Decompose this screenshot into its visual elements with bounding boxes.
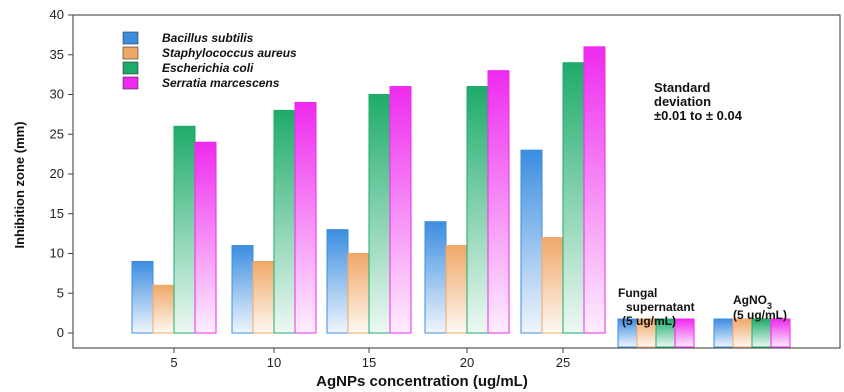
bar (152, 284, 175, 334)
y-tick-label: 15 (50, 206, 64, 221)
bar (445, 245, 468, 334)
legend-swatch (122, 46, 139, 60)
x-tick-label: 5 (170, 355, 177, 370)
bar (173, 125, 196, 334)
x-tick-label: 20 (460, 355, 474, 370)
y-tick-label: 5 (57, 285, 64, 300)
x-tick-label: 15 (362, 355, 376, 370)
y-tick-label: 0 (57, 325, 64, 340)
x-tick-label: 10 (267, 355, 281, 370)
x-tick-label: 25 (556, 355, 570, 370)
y-tick-label: 30 (50, 87, 64, 102)
y-tick-label: 35 (50, 47, 64, 62)
legend-label: Serratia marcescens (162, 76, 280, 90)
legend-swatch (122, 31, 139, 45)
control-bars (617, 318, 791, 348)
control-bar (713, 318, 734, 348)
legend-label: Bacillus subtilis (162, 31, 254, 45)
y-tick-label: 40 (50, 7, 64, 22)
bar (273, 109, 296, 334)
legend-swatch (122, 61, 139, 75)
control-label-line: (5 ug/mL) (622, 314, 676, 328)
x-axis-label: AgNPs concentration (ug/mL) (316, 373, 528, 390)
bar (466, 86, 489, 334)
annotation-line: deviation (654, 94, 711, 109)
bar (131, 260, 154, 334)
bar (424, 221, 447, 334)
bar (347, 253, 370, 334)
plot-frame (72, 14, 841, 349)
control-bar (732, 318, 753, 348)
plot-border (72, 14, 841, 349)
y-tick-label: 20 (50, 166, 64, 181)
bar (368, 94, 391, 334)
y-axis-ticks: 0 5 10 15 20 25 30 35 40 (50, 7, 73, 340)
control-label-line: AgNO3 (733, 293, 772, 311)
bar (194, 141, 217, 334)
bar (487, 70, 510, 334)
annotation-line: Standard (654, 80, 710, 95)
bar (326, 229, 349, 334)
x-axis-ticks: 5 10 15 20 25 (170, 348, 570, 370)
control-label-subscript: 3 (767, 301, 772, 311)
bar (294, 101, 317, 334)
control-bar (674, 318, 695, 348)
y-axis-label: Inhibition zone (mm) (12, 121, 27, 248)
bars (131, 46, 606, 334)
bar (562, 62, 585, 334)
bar (520, 149, 543, 334)
control-bar (751, 318, 772, 348)
control-label-line: Fungal (618, 286, 657, 300)
bar (252, 260, 275, 334)
y-tick-label: 25 (50, 126, 64, 141)
legend-swatch (122, 76, 139, 90)
bar (541, 237, 564, 334)
control-bar (770, 318, 791, 348)
legend-label: Escherichia coli (162, 61, 254, 75)
bar (231, 245, 254, 334)
bar (583, 46, 606, 334)
legend-label: Staphylococcus aureus (162, 46, 297, 60)
control-label-line: (5 ug/mL) (733, 308, 787, 322)
y-tick-label: 10 (50, 246, 64, 261)
control-label-line: supernatant (626, 300, 695, 314)
bar (389, 86, 412, 334)
annotation-line: ±0.01 to ± 0.04 (654, 108, 743, 123)
